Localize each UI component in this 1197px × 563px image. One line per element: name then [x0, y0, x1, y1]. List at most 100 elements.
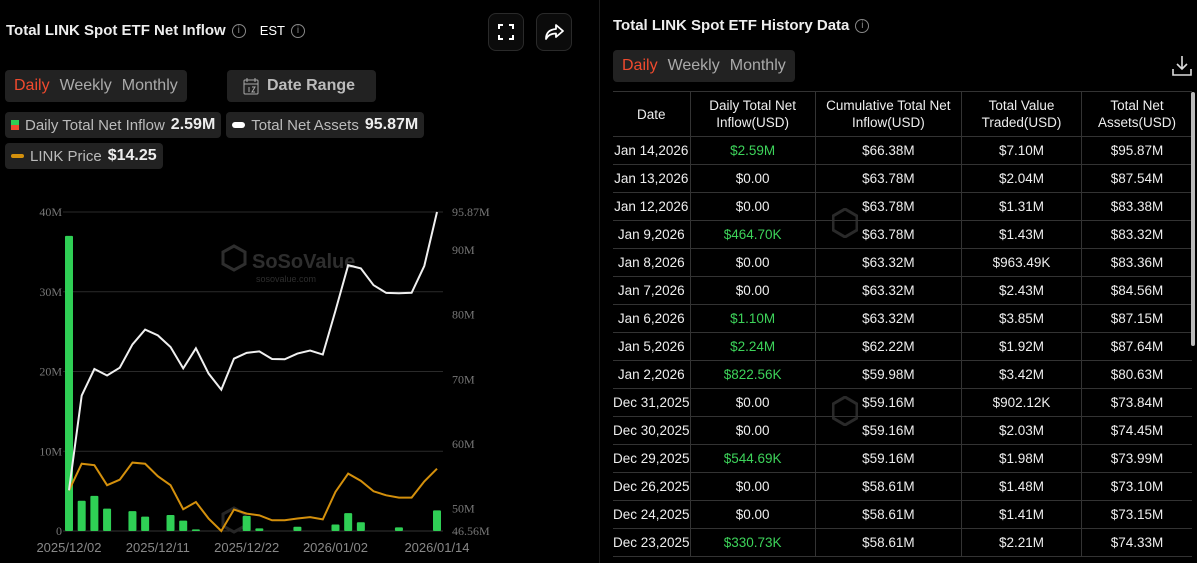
left-axis-tick: 20M — [39, 365, 62, 379]
table-row: Dec 26,2025 $0.00 $58.61M $1.48M $73.10M — [613, 472, 1192, 501]
legend-value: $14.25 — [107, 147, 157, 164]
inflow-bar — [103, 508, 112, 531]
inflow-bar — [141, 516, 150, 531]
table-cell: $74.45M — [1081, 416, 1192, 445]
table-cell: $84.56M — [1081, 276, 1192, 305]
tab-monthly[interactable]: Monthly — [121, 77, 178, 94]
table-cell: $822.56K — [690, 360, 816, 389]
inflow-bar — [65, 235, 73, 532]
legend-price[interactable]: LINK Price $14.25 — [5, 143, 163, 169]
table-scrollbar[interactable] — [1191, 92, 1195, 346]
table-cell: Dec 24,2025 — [613, 500, 691, 529]
table-cell: $87.64M — [1081, 332, 1192, 361]
table-row: Jan 8,2026 $0.00 $63.32M $963.49K $83.36M — [613, 248, 1192, 277]
table-cell: $74.33M — [1081, 528, 1192, 557]
table-cell: $59.16M — [815, 416, 963, 445]
table-cell: $62.22M — [815, 332, 963, 361]
table-cell: Jan 12,2026 — [613, 192, 691, 221]
download-icon[interactable] — [1172, 55, 1192, 77]
column-header: Cumulative Total Net Inflow(USD) — [815, 91, 963, 137]
table-cell: $1.31M — [961, 192, 1083, 221]
table-cell: $2.24M — [690, 332, 816, 361]
info-icon[interactable]: i — [291, 23, 305, 38]
table-cell: $2.21M — [961, 528, 1083, 557]
inflow-bar — [179, 520, 188, 531]
history-panel — [599, 0, 1197, 563]
inflow-bar — [90, 495, 99, 531]
date-range-button[interactable]: Date Range — [227, 70, 376, 102]
legend-assets[interactable]: Total Net Assets 95.87M — [226, 112, 425, 138]
inflow-chart[interactable]: 0 10M 20M 30M 40M 46.56M 50M 60M 70M 80M 90M 95.87M… — [0, 190, 598, 563]
history-title: Total LINK Spot ETF History Data i — [613, 17, 870, 34]
right-axis-tick: 50M — [452, 502, 475, 516]
table-cell: $0.00 — [690, 192, 816, 221]
legend-label: Daily Total Net Inflow — [25, 116, 165, 134]
chart-title-text: Total LINK Spot ETF Net Inflow — [6, 22, 226, 39]
table-cell: $59.16M — [815, 388, 963, 417]
table-cell: Jan 9,2026 — [613, 220, 691, 249]
table-cell: $63.78M — [815, 220, 963, 249]
chart-title: Total LINK Spot ETF Net Inflow i EST i — [6, 22, 305, 39]
table-cell: $87.15M — [1081, 304, 1192, 333]
table-cell: $1.92M — [961, 332, 1083, 361]
table-header-row: Date Daily Total Net Inflow(USD) Cumulativ… — [613, 91, 1192, 137]
column-header: Daily Total Net Inflow(USD) — [690, 91, 816, 137]
table-cell: $2.04M — [961, 164, 1083, 193]
timezone-label[interactable]: EST — [259, 23, 285, 38]
table-cell: $330.73K — [690, 528, 816, 557]
x-axis-tick: 2026/01/02 — [303, 540, 368, 555]
x-axis-tick: 2025/12/11 — [126, 540, 190, 555]
left-axis-tick: 30M — [39, 285, 62, 299]
table-cell: $83.38M — [1081, 192, 1192, 221]
table-cell: $3.85M — [961, 304, 1083, 333]
watermark-logo: SoSoValue — [252, 251, 355, 273]
tab-weekly[interactable]: Weekly — [59, 77, 112, 94]
table-cell: $0.00 — [690, 248, 816, 277]
tab-daily[interactable]: Daily — [622, 57, 658, 74]
table-cell: Dec 26,2025 — [613, 472, 691, 501]
assets-legend-icon — [232, 122, 246, 128]
table-row: Dec 31,2025 $0.00 $59.16M $902.12K $73.84M — [613, 388, 1192, 417]
info-icon[interactable]: i — [231, 23, 246, 38]
table-row: Dec 23,2025 $330.73K $58.61M $2.21M $74.33M — [613, 528, 1192, 557]
table-cell: $1.98M — [961, 444, 1083, 473]
tab-weekly[interactable]: Weekly — [667, 57, 720, 74]
table-row: Dec 30,2025 $0.00 $59.16M $2.03M $74.45M — [613, 416, 1192, 445]
left-axis-tick: 10M — [39, 444, 62, 458]
legend-row: Daily Total Net Inflow 2.59M Total Net A… — [5, 112, 425, 138]
table-row: Jan 13,2026 $0.00 $63.78M $2.04M $87.54M — [613, 164, 1192, 193]
tab-daily[interactable]: Daily — [14, 77, 50, 94]
table-cell: $73.84M — [1081, 388, 1192, 417]
fullscreen-button[interactable] — [488, 13, 524, 51]
table-cell: $63.32M — [815, 248, 963, 277]
price-line — [68, 461, 438, 533]
table-cell: $544.69K — [690, 444, 816, 473]
tab-monthly[interactable]: Monthly — [729, 57, 786, 74]
inflow-bar — [293, 526, 302, 531]
legend-value: 95.87M — [364, 116, 419, 133]
table-cell: $0.00 — [690, 276, 816, 305]
table-cell: $73.10M — [1081, 472, 1192, 501]
legend-inflow[interactable]: Daily Total Net Inflow 2.59M — [5, 112, 222, 138]
info-icon[interactable]: i — [855, 18, 870, 33]
inflow-bar — [242, 515, 251, 531]
column-header: Date — [613, 91, 691, 137]
table-cell: $73.99M — [1081, 444, 1192, 473]
table-cell: $83.36M — [1081, 248, 1192, 277]
inflow-legend-icon — [11, 120, 19, 130]
table-cell: $59.98M — [815, 360, 963, 389]
table-cell: $80.63M — [1081, 360, 1192, 389]
inflow-bar — [255, 528, 264, 531]
table-cell: $73.15M — [1081, 500, 1192, 529]
table-cell: $0.00 — [690, 472, 816, 501]
table-cell: $63.32M — [815, 276, 963, 305]
table-cell: Jan 13,2026 — [613, 164, 691, 193]
table-cell: $1.10M — [690, 304, 816, 333]
share-button[interactable] — [536, 13, 572, 51]
table-row: Jan 5,2026 $2.24M $62.22M $1.92M $87.64M — [613, 332, 1192, 361]
history-period-tabs: Daily Weekly Monthly — [613, 50, 795, 82]
table-cell: $0.00 — [690, 500, 816, 529]
inflow-chart-panel: Total LINK Spot ETF Net Inflow i EST i D… — [0, 0, 598, 563]
inflow-bar — [191, 529, 200, 531]
right-axis-tick: 95.87M — [452, 205, 490, 219]
